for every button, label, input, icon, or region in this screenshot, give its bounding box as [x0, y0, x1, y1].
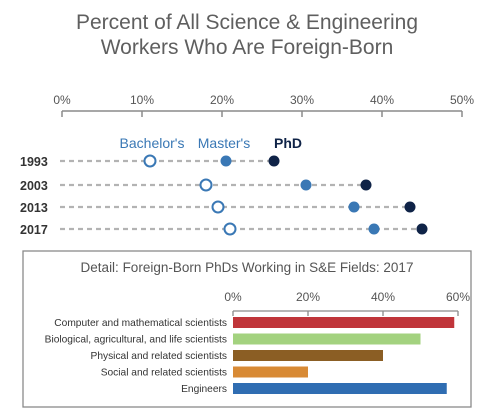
point-bachelors [143, 154, 157, 168]
bar-x-tick-label: 0% [224, 290, 242, 304]
bar-x-tick-label: 20% [296, 290, 320, 304]
point-bachelors [223, 222, 237, 236]
bar-category-label: Engineers [181, 384, 227, 395]
chart-title: Percent of All Science & Engineering Wor… [0, 10, 494, 60]
bar [233, 383, 447, 394]
bar-category-label: Social and related scientists [101, 368, 227, 379]
bar [233, 317, 455, 328]
x-tick-label: 40% [370, 93, 394, 107]
row-label: 2003 [20, 179, 48, 193]
detail-bar-chart: Detail: Foreign-Born PhDs Working in S&E… [45, 260, 471, 395]
chart-title-line-2: Workers Who Are Foreign-Born [100, 36, 394, 59]
row-label: 1993 [20, 155, 48, 169]
point-masters [368, 223, 380, 235]
point-masters [220, 155, 232, 167]
bar [233, 366, 308, 378]
x-tick-label: 50% [450, 93, 474, 107]
bar [233, 350, 383, 361]
point-phd [360, 179, 372, 191]
bar [233, 333, 421, 345]
x-tick-label: 30% [290, 93, 314, 107]
point-phd [416, 223, 428, 235]
point-phd [268, 155, 280, 167]
detail-chart-title: Detail: Foreign-Born PhDs Working in S&E… [81, 260, 414, 275]
point-masters [348, 201, 360, 213]
bar-x-tick-label: 40% [371, 290, 395, 304]
row-label: 2013 [20, 201, 48, 215]
dot-plot-chart: 0% 10% 20% 30% 40% 50% Bachelor's Master's PhD 19… [20, 93, 474, 237]
bar-x-tick-label: 60% [446, 290, 470, 304]
chart-title-line-1: Percent of All Science & Engineering [75, 11, 419, 34]
bar-category-label: Computer and mathematical scientists [54, 318, 227, 329]
detail-panel-border [22, 250, 472, 408]
point-bachelors [199, 178, 213, 192]
bar-category-label: Biological, agricultural, and life scien… [45, 335, 227, 346]
point-phd [404, 201, 416, 213]
legend-bachelors: Bachelor's [120, 135, 185, 151]
x-tick-label: 10% [130, 93, 154, 107]
point-masters [300, 179, 312, 191]
legend-masters: Master's [198, 135, 250, 151]
bar-category-label: Physical and related scientists [91, 351, 227, 362]
row-label: 2017 [20, 223, 48, 237]
x-tick-label: 20% [210, 93, 234, 107]
x-tick-label: 0% [53, 93, 71, 107]
legend-phd: PhD [274, 135, 302, 151]
point-bachelors [211, 200, 225, 214]
